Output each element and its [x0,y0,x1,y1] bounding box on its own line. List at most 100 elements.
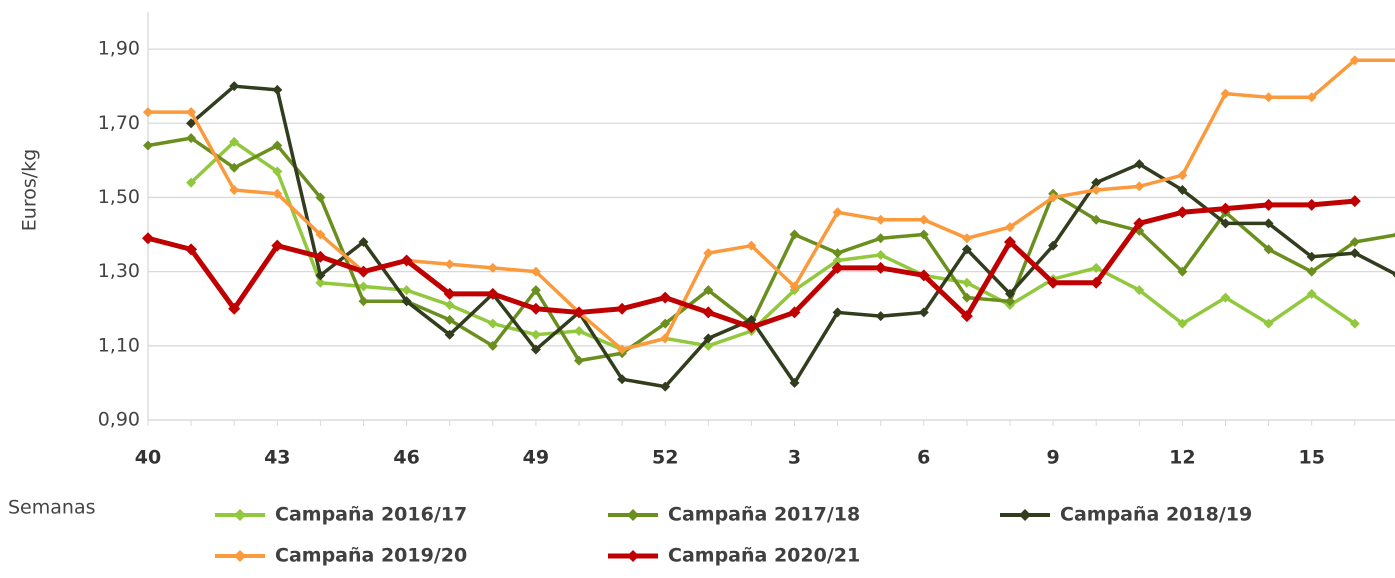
point [530,285,541,296]
point [315,229,326,240]
x-tick-label: 52 [652,447,678,469]
point [659,291,672,304]
point [617,374,628,385]
point [358,281,369,292]
x-tick-label: 43 [264,447,290,469]
point [616,302,629,315]
point [832,307,843,318]
point [444,259,455,270]
point [1177,318,1188,329]
point [832,248,843,259]
point [1176,206,1189,219]
point [1263,318,1274,329]
point [961,244,972,255]
legend-marker [627,550,639,562]
point [1005,222,1015,233]
point [1091,262,1102,273]
point [487,262,498,273]
y-tick-label: 1,10 [98,334,140,356]
point [703,333,714,344]
point [1219,202,1232,215]
x-tick-label: 40 [135,447,161,469]
point [660,333,671,344]
y-tick-label: 1,90 [98,38,140,60]
x-tick-label: 46 [393,447,419,469]
point [186,118,197,129]
point [186,177,197,188]
y-tick-label: 0,90 [98,409,140,431]
point [443,287,456,300]
point [186,107,197,118]
point [660,318,671,329]
point [229,185,240,196]
point [1091,185,1102,196]
point [1349,318,1360,329]
y-tick-label: 1,70 [98,112,140,134]
point [142,232,154,245]
point [574,355,584,366]
point [918,214,929,225]
point [1306,251,1317,262]
point [143,140,153,151]
y-tick-label: 1,50 [98,186,140,208]
point [487,318,498,329]
point [272,140,283,151]
x-axis-label: Semanas [8,497,96,519]
legend-marker [234,550,246,562]
point [961,233,972,244]
point [745,321,758,334]
x-tick-label: 49 [523,447,549,469]
point [832,207,843,218]
point [1134,159,1145,170]
point [272,166,283,177]
point [1392,273,1395,278]
point [1177,170,1188,181]
point [272,188,283,199]
point [961,277,972,288]
point [1177,266,1188,277]
x-tick-label: 12 [1169,447,1195,469]
legend-marker [627,509,639,521]
legend-marker [234,509,246,521]
point [186,133,197,144]
point [875,311,886,322]
point [1348,195,1361,208]
point [875,249,886,260]
point [1306,92,1317,103]
point [1220,88,1231,99]
point [314,250,327,263]
point [875,233,886,244]
legend-label: Campaña 2016/17 [275,504,467,526]
point [660,381,671,392]
point [1349,248,1360,259]
x-tick-label: 3 [788,447,801,469]
point [185,243,198,256]
point [358,296,369,307]
point [702,306,715,319]
point [486,287,499,300]
point [1177,185,1188,196]
point [960,310,973,323]
point [1005,288,1015,299]
point [1306,266,1317,277]
point [1004,235,1016,248]
x-tick-label: 9 [1046,447,1059,469]
point [1392,232,1395,237]
point [444,314,455,325]
point [961,292,972,303]
point [1091,214,1102,225]
point [1220,218,1231,229]
point [746,240,757,251]
point [1134,285,1145,296]
legend-label: Campaña 2017/18 [668,504,860,526]
point [1090,276,1103,289]
point [788,306,801,319]
point [918,229,929,240]
point [1005,296,1015,307]
point [875,214,886,225]
point [1305,198,1318,211]
point [444,329,455,340]
point [357,265,370,278]
x-tick-label: 15 [1298,447,1324,469]
